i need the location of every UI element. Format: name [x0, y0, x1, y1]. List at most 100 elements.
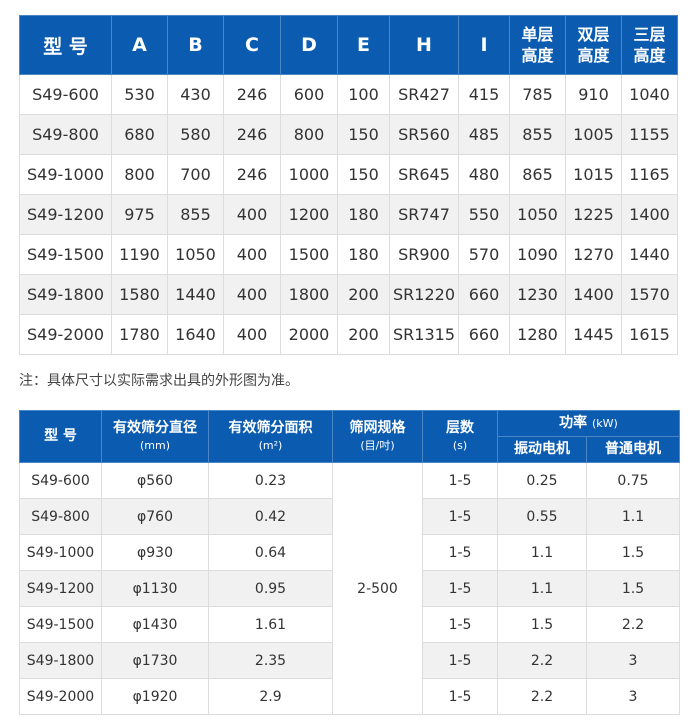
table-row: S49-1000 800 700 246 1000 150 SR645 480 865 1015 1…: [19, 154, 678, 195]
table-cell: 485: [458, 114, 510, 155]
dimensions-table: 型 号 A B C D E H I 单层 高度 双层 高度 三层 高度 S49-600 530 430 2…: [19, 15, 678, 355]
table-cell: S49-1000: [19, 534, 102, 571]
table-cell: 1230: [509, 274, 566, 315]
table-cell: φ1130: [101, 570, 209, 607]
table-cell: 1-5: [422, 606, 498, 643]
table-cell: 2.35: [208, 642, 333, 679]
header-model: 型 号: [19, 410, 102, 463]
table-cell: 1580: [111, 274, 168, 315]
table-cell: 1005: [565, 114, 622, 155]
table-cell: 400: [223, 274, 281, 315]
table-cell: 1165: [621, 154, 678, 195]
table-cell: S49-1200: [19, 194, 112, 235]
table-cell: 0.23: [208, 462, 333, 499]
table-cell: 1800: [280, 274, 338, 315]
table-cell: 1.1: [497, 534, 587, 571]
table-cell: 1050: [167, 234, 224, 275]
table-row: S49-2000 φ1920 2.9 1-5 2.2 3: [19, 678, 680, 715]
table-cell: 865: [509, 154, 566, 195]
table-cell: 855: [167, 194, 224, 235]
table-cell: S49-1200: [19, 570, 102, 607]
table-cell: 1.5: [497, 606, 587, 643]
table-cell: 1400: [621, 194, 678, 235]
table-cell: 1050: [509, 194, 566, 235]
table-cell: 1225: [565, 194, 622, 235]
table-cell: 180: [337, 194, 390, 235]
header-cell: A: [111, 15, 168, 75]
header-cell: H: [389, 15, 459, 75]
table-cell: 700: [167, 154, 224, 195]
table-cell: SR560: [389, 114, 459, 155]
table-cell: 1570: [621, 274, 678, 315]
table-cell: φ760: [101, 498, 209, 535]
table-cell: φ1920: [101, 678, 209, 715]
header-cell: 型 号: [19, 15, 112, 75]
table-cell: 1-5: [422, 462, 498, 499]
header-cell: D: [280, 15, 338, 75]
table-cell: S49-2000: [19, 678, 102, 715]
table-cell: S49-800: [19, 498, 102, 535]
table-cell: 2.9: [208, 678, 333, 715]
table-cell: 400: [223, 314, 281, 355]
table-cell: 1090: [509, 234, 566, 275]
table-cell: 1.1: [497, 570, 587, 607]
table-cell: SR900: [389, 234, 459, 275]
header-cell: I: [458, 15, 510, 75]
table-cell: 1.5: [586, 534, 680, 571]
table-cell: 1640: [167, 314, 224, 355]
table-cell: φ560: [101, 462, 209, 499]
table-cell: 2.2: [497, 642, 587, 679]
table-cell: S49-1500: [19, 606, 102, 643]
table-cell: 430: [167, 74, 224, 115]
header-cell: C: [223, 15, 281, 75]
table-cell: 246: [223, 154, 281, 195]
table-cell: 1155: [621, 114, 678, 155]
table-cell: 2.2: [497, 678, 587, 715]
table-cell: 550: [458, 194, 510, 235]
table-cell: 660: [458, 314, 510, 355]
table-cell: 1.5: [586, 570, 680, 607]
header-cell: E: [337, 15, 390, 75]
table-cell: 2000: [280, 314, 338, 355]
table-cell: 680: [111, 114, 168, 155]
table-cell: 1040: [621, 74, 678, 115]
header-vibration-motor: 振动电机: [497, 436, 587, 463]
header-area: 有效筛分面积 (m²): [208, 410, 333, 463]
table-row: S49-800 φ760 0.42 1-5 0.55 1.1: [19, 498, 680, 535]
table-cell: 3: [586, 678, 680, 715]
table-cell: 0.42: [208, 498, 333, 535]
table-row: S49-1500 1190 1050 400 1500 180 SR900 570 1090 12…: [19, 234, 678, 275]
table-row: S49-1800 φ1730 2.35 1-5 2.2 3: [19, 642, 680, 679]
table-cell: 785: [509, 74, 566, 115]
table-cell: SR645: [389, 154, 459, 195]
table-cell: 0.55: [497, 498, 587, 535]
table-cell: 415: [458, 74, 510, 115]
table-cell: 1200: [280, 194, 338, 235]
table-cell: 100: [337, 74, 390, 115]
header-diameter: 有效筛分直径 (mm): [101, 410, 209, 463]
table-cell: φ930: [101, 534, 209, 571]
table-cell: 975: [111, 194, 168, 235]
table-cell: SR1315: [389, 314, 459, 355]
table-cell: 0.25: [497, 462, 587, 499]
table-cell: 800: [111, 154, 168, 195]
table-cell: 660: [458, 274, 510, 315]
table-cell: 1440: [167, 274, 224, 315]
table-cell: 800: [280, 114, 338, 155]
table-cell: 1400: [565, 274, 622, 315]
note-text: 注：具体尺寸以实际需求出具的外形图为准。: [19, 373, 299, 389]
table-cell: 1-5: [422, 534, 498, 571]
table-row: S49-1000 φ930 0.64 1-5 1.1 1.5: [19, 534, 680, 571]
table-cell: 1440: [621, 234, 678, 275]
header-cell: 双层 高度: [565, 15, 622, 75]
table-cell: 530: [111, 74, 168, 115]
table-cell: 1.61: [208, 606, 333, 643]
table-cell: S49-2000: [19, 314, 112, 355]
table-cell: 0.75: [586, 462, 680, 499]
table-cell: 200: [337, 314, 390, 355]
table-cell: 1280: [509, 314, 566, 355]
header-power: 功率 (kW): [497, 410, 680, 437]
table-cell: 1270: [565, 234, 622, 275]
table-cell: 1-5: [422, 498, 498, 535]
table-cell: 0.64: [208, 534, 333, 571]
